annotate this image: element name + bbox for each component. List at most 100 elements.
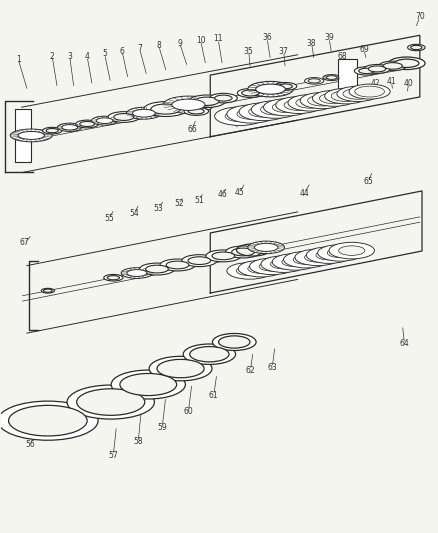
Text: 62: 62 [246, 366, 255, 375]
Ellipse shape [296, 98, 325, 108]
Text: 1: 1 [16, 55, 21, 63]
Ellipse shape [337, 86, 379, 101]
Ellipse shape [182, 255, 217, 266]
Text: 58: 58 [134, 438, 143, 447]
Ellipse shape [276, 96, 322, 114]
Ellipse shape [284, 252, 329, 268]
Ellipse shape [166, 261, 189, 269]
Text: 7: 7 [137, 44, 142, 53]
Ellipse shape [111, 370, 185, 399]
Text: 55: 55 [104, 214, 114, 223]
Text: 67: 67 [20, 238, 30, 247]
Ellipse shape [227, 105, 277, 123]
Ellipse shape [318, 245, 363, 261]
Text: 5: 5 [102, 50, 107, 58]
Ellipse shape [62, 125, 78, 130]
Text: 37: 37 [279, 47, 289, 55]
Ellipse shape [343, 88, 373, 99]
Ellipse shape [41, 288, 54, 293]
Text: 10: 10 [196, 36, 205, 45]
Ellipse shape [226, 246, 261, 258]
Ellipse shape [284, 100, 314, 110]
Ellipse shape [331, 91, 361, 101]
Text: 52: 52 [174, 199, 184, 208]
Ellipse shape [144, 102, 187, 117]
Text: 6: 6 [120, 47, 124, 55]
Ellipse shape [349, 84, 390, 99]
Ellipse shape [323, 75, 340, 80]
Polygon shape [338, 59, 357, 91]
Ellipse shape [151, 104, 180, 114]
Text: 63: 63 [267, 363, 277, 372]
Ellipse shape [160, 259, 195, 271]
Ellipse shape [212, 334, 256, 351]
Ellipse shape [316, 251, 342, 260]
Text: 8: 8 [156, 42, 161, 51]
Ellipse shape [272, 102, 302, 112]
Text: 4: 4 [85, 52, 90, 61]
Ellipse shape [184, 107, 208, 115]
Ellipse shape [188, 109, 204, 114]
Ellipse shape [261, 104, 290, 115]
Ellipse shape [209, 93, 237, 103]
Ellipse shape [9, 406, 87, 436]
Ellipse shape [67, 385, 154, 419]
Ellipse shape [225, 111, 255, 122]
Ellipse shape [140, 263, 174, 275]
Ellipse shape [188, 95, 225, 108]
Ellipse shape [282, 257, 308, 266]
Ellipse shape [215, 95, 232, 101]
Ellipse shape [248, 264, 274, 273]
Ellipse shape [307, 95, 337, 106]
Ellipse shape [76, 120, 99, 128]
Ellipse shape [254, 244, 278, 252]
Ellipse shape [215, 107, 265, 125]
Ellipse shape [42, 127, 62, 134]
Text: 64: 64 [400, 339, 410, 348]
Ellipse shape [248, 82, 293, 97]
Ellipse shape [319, 93, 349, 104]
Text: 70: 70 [415, 12, 425, 21]
Text: 45: 45 [235, 188, 245, 197]
Ellipse shape [389, 57, 425, 69]
Ellipse shape [212, 252, 235, 260]
Ellipse shape [190, 346, 229, 362]
Ellipse shape [77, 389, 145, 415]
Text: 60: 60 [184, 407, 193, 416]
Text: 69: 69 [359, 45, 369, 54]
Ellipse shape [329, 243, 374, 259]
Text: 38: 38 [307, 39, 316, 48]
Ellipse shape [251, 101, 299, 118]
Ellipse shape [108, 111, 140, 123]
Text: 43: 43 [227, 114, 237, 123]
Ellipse shape [80, 122, 95, 126]
Ellipse shape [0, 401, 98, 440]
Text: 53: 53 [153, 204, 163, 213]
Text: 51: 51 [194, 196, 204, 205]
Ellipse shape [355, 86, 385, 97]
Text: 57: 57 [109, 451, 118, 460]
Ellipse shape [227, 263, 272, 279]
Ellipse shape [271, 260, 297, 269]
Ellipse shape [383, 63, 403, 69]
Text: 59: 59 [157, 423, 167, 432]
Ellipse shape [354, 67, 379, 75]
Ellipse shape [43, 289, 52, 292]
Ellipse shape [157, 359, 204, 378]
Ellipse shape [57, 123, 82, 132]
Ellipse shape [146, 265, 168, 273]
Ellipse shape [295, 249, 340, 265]
Ellipse shape [379, 61, 407, 71]
Polygon shape [14, 109, 31, 162]
Text: 36: 36 [262, 34, 272, 43]
Ellipse shape [183, 344, 236, 365]
Ellipse shape [312, 90, 356, 106]
Text: 39: 39 [324, 34, 334, 43]
Ellipse shape [408, 44, 425, 51]
Ellipse shape [368, 66, 386, 72]
Text: 44: 44 [299, 189, 309, 198]
Ellipse shape [219, 336, 250, 348]
Ellipse shape [293, 255, 319, 264]
Text: 2: 2 [50, 52, 55, 61]
Ellipse shape [127, 270, 147, 277]
